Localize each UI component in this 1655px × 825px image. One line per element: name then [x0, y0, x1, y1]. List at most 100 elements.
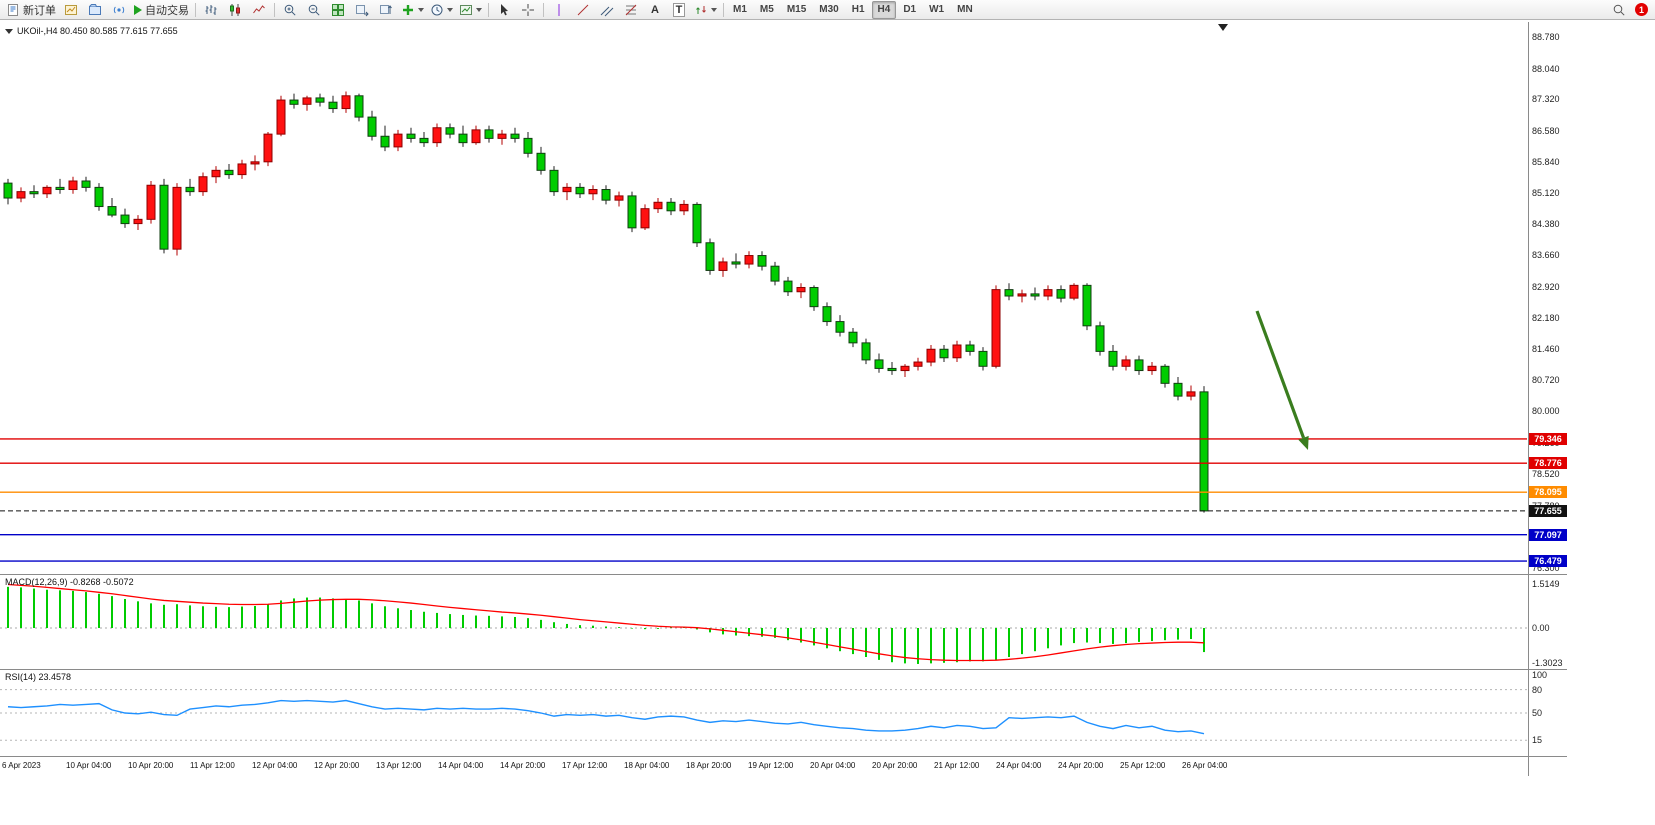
timeframe-m30[interactable]: M30	[819, 4, 839, 15]
new-order-button[interactable]: 新订单	[3, 1, 59, 19]
candle	[406, 127, 416, 143]
panel-splitter[interactable]	[0, 574, 1567, 575]
candle	[965, 340, 975, 356]
candle	[1069, 283, 1079, 301]
search-button[interactable]	[1607, 1, 1631, 19]
vertical-line-tool-button[interactable]	[547, 1, 571, 19]
price-axis-label: 86.580	[1532, 125, 1560, 136]
price-axis-label: 84.380	[1532, 219, 1560, 230]
line-chart-button[interactable]	[247, 1, 271, 19]
rsi-axis-label: 50	[1532, 708, 1543, 718]
candle	[328, 95, 338, 113]
trend-arrow[interactable]	[1255, 310, 1306, 439]
bar-chart-button[interactable]	[199, 1, 223, 19]
text-tool-button[interactable]: A	[643, 1, 667, 19]
text-tool-label: A	[651, 3, 659, 16]
alerts-button[interactable]	[107, 1, 131, 19]
rsi-axis: 100 80 50 15	[1529, 670, 1567, 756]
new-chart-button[interactable]	[59, 1, 83, 19]
candle	[1173, 376, 1183, 401]
main-price-chart[interactable]	[0, 22, 1527, 574]
time-axis-label: 14 Apr 20:00	[500, 761, 546, 770]
indicators-button[interactable]	[398, 1, 427, 19]
candle	[68, 176, 78, 194]
candle	[1147, 362, 1157, 375]
time-axis-label: 12 Apr 20:00	[314, 761, 360, 770]
price-axis-label: 85.120	[1532, 187, 1560, 198]
price-axis-label: 88.040	[1532, 63, 1560, 74]
candle	[978, 347, 988, 371]
time-axis-label: 14 Apr 04:00	[438, 761, 484, 770]
candle	[1160, 364, 1170, 388]
fibonacci-tool-button[interactable]	[619, 1, 643, 19]
zoom-out-button[interactable]	[302, 1, 326, 19]
periods-button[interactable]	[427, 1, 456, 19]
candle	[458, 125, 468, 147]
candle	[627, 191, 637, 233]
candle	[588, 185, 598, 201]
candle	[471, 125, 481, 145]
panel-splitter[interactable]	[0, 669, 1567, 670]
profiles-button[interactable]	[83, 1, 107, 19]
time-axis-label: 6 Apr 2023	[2, 761, 41, 770]
templates-button[interactable]	[456, 1, 485, 19]
rsi-title: RSI(14) 23.4578	[5, 672, 71, 682]
trendline-tool-button[interactable]	[571, 1, 595, 19]
candle	[185, 178, 195, 196]
label-tool-button[interactable]: T	[667, 1, 691, 19]
auto-trading-button[interactable]: 自动交易	[131, 1, 192, 19]
macd-signal-line	[7, 583, 1205, 662]
chevron-down-icon	[447, 7, 453, 12]
auto-scroll-button[interactable]	[350, 1, 374, 19]
candle	[796, 283, 806, 299]
timeframe-m5[interactable]: M5	[759, 4, 774, 15]
chart-shift-marker[interactable]	[1218, 24, 1228, 31]
toolbar-separator	[723, 2, 724, 17]
collapse-trade-panel-button[interactable]	[5, 28, 13, 34]
time-axis-label: 10 Apr 20:00	[128, 761, 174, 770]
zoom-in-button[interactable]	[278, 1, 302, 19]
chart-shift-icon	[380, 4, 392, 14]
timeframe-h4[interactable]: H4	[871, 0, 897, 19]
candle	[562, 183, 572, 201]
timeframe-h1[interactable]: H1	[851, 4, 865, 15]
tile-windows-button[interactable]	[326, 1, 350, 19]
crosshair-button[interactable]	[516, 1, 540, 19]
cursor-button[interactable]	[492, 1, 516, 19]
candle	[1186, 385, 1196, 401]
timeframe-m15[interactable]: M15	[786, 4, 807, 15]
time-axis-label: 25 Apr 12:00	[1120, 761, 1166, 770]
toolbar: 新订单 自动交易	[0, 0, 1655, 20]
candle	[614, 191, 624, 207]
timeframe-m1[interactable]: M1	[733, 4, 747, 15]
candle	[81, 176, 91, 192]
candle	[341, 91, 351, 113]
timeframe-d1[interactable]: D1	[903, 4, 917, 15]
label-tool-label: T	[672, 2, 686, 17]
toolbar-separator	[274, 2, 275, 17]
chart-title-row: UKOil-,H4 80.450 80.585 77.615 77.655	[5, 26, 178, 36]
toolbar-separator	[195, 2, 196, 17]
rsi-panel[interactable]	[0, 670, 1527, 756]
time-axis[interactable]: 6 Apr 2023 10 Apr 04:00 10 Apr 20:00 11 Apr…	[0, 757, 1527, 776]
trendline-icon	[577, 4, 589, 15]
timeframe-mn[interactable]: MN	[957, 4, 973, 15]
candle	[887, 362, 897, 375]
notification-badge[interactable]: 1	[1635, 3, 1648, 16]
candle	[3, 178, 13, 205]
chart-shift-button[interactable]	[374, 1, 398, 19]
auto-scroll-icon	[356, 4, 369, 16]
candle	[367, 110, 377, 141]
candle	[640, 204, 650, 230]
channel-tool-button[interactable]	[595, 1, 619, 19]
candle	[575, 183, 585, 199]
arrows-tool-button[interactable]	[691, 1, 720, 19]
candlestick-chart-button[interactable]	[223, 1, 247, 19]
macd-panel[interactable]	[0, 575, 1527, 668]
price-axis-label: 78.520	[1532, 469, 1560, 480]
candle	[939, 344, 949, 363]
timeframe-w1[interactable]: W1	[929, 4, 945, 15]
price-axis-label: 76.300	[1532, 563, 1560, 573]
price-level-badge: 76.479	[1529, 555, 1567, 568]
candle	[29, 185, 39, 199]
